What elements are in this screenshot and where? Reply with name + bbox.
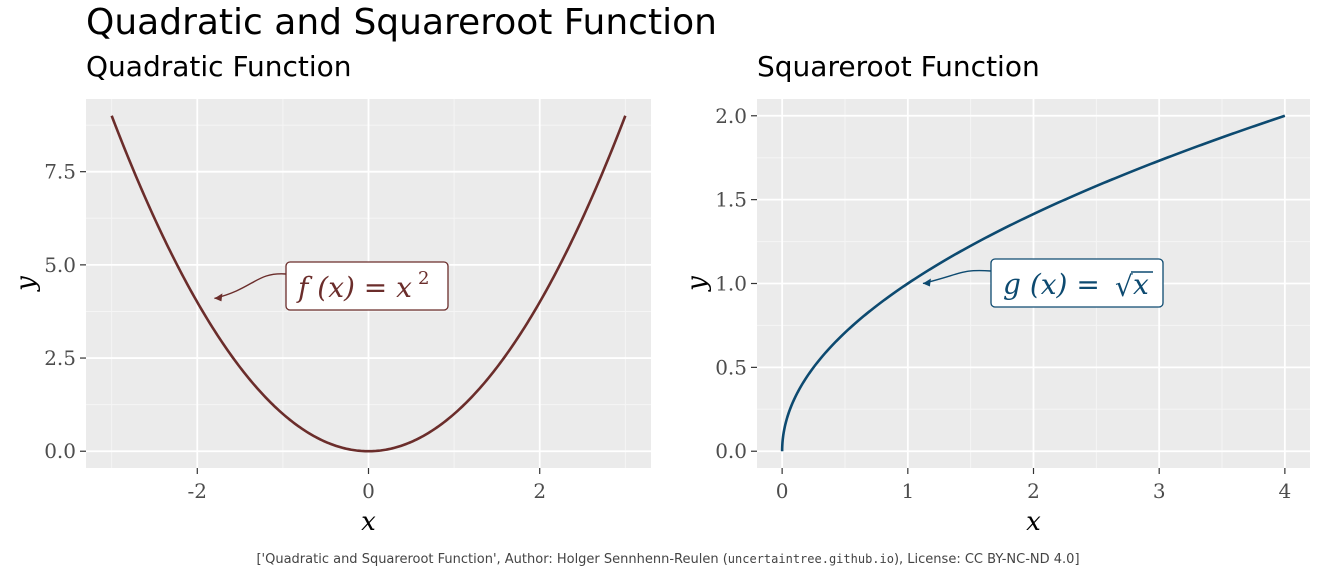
x-tick-label: 4 [1278, 479, 1291, 503]
annotation-box [285, 261, 449, 311]
y-tick-label: 2.0 [715, 104, 747, 128]
annotation-label: g (x) = [1003, 268, 1100, 301]
x-axis-label: x [361, 507, 376, 537]
x-tick-label: 0 [776, 479, 789, 503]
annotation-arrowhead [214, 293, 223, 302]
y-axis-label: y [682, 276, 712, 292]
x-tick-label: 2 [1027, 479, 1040, 503]
series-line [110, 115, 627, 453]
annotation-arrow [214, 273, 287, 300]
annotation-arrow [922, 269, 992, 285]
y-tick-label: 1.0 [715, 272, 747, 296]
y-tick-label: 0.0 [44, 439, 76, 463]
panel-title-quadratic: Quadratic Function [86, 50, 352, 83]
annotation-radicand: x [1133, 268, 1149, 301]
page-title: Quadratic and Squareroot Function [86, 2, 717, 43]
y-tick-label: 0.5 [715, 355, 747, 379]
caption-url: uncertaintree.github.io [727, 552, 894, 566]
x-tick-label: 3 [1153, 479, 1166, 503]
panel-title-squareroot: Squareroot Function [757, 50, 1040, 83]
annotation-radical: √ [1115, 270, 1133, 303]
x-axis-label: x [1026, 507, 1041, 537]
x-tick-label: 1 [901, 479, 914, 503]
y-tick-label: 2.5 [44, 346, 76, 370]
y-tick-label: 5.0 [44, 253, 76, 277]
annotation-arrowhead [922, 278, 931, 287]
x-tick-label: 0 [362, 479, 375, 503]
chart-figure: -2 0 2 0.0 2.5 5.0 7.5 x y f (x) = x 2 0 1 2 3 4 0.0 0.5 1… [11, 99, 1310, 537]
panel-1: 0 1 2 3 40.00.51.01.52.0xy g (x) = √ x [682, 99, 1310, 537]
annotation-box [990, 258, 1164, 308]
annotation-label: f (x) = x [296, 271, 412, 304]
panel-0: -2 0 2 0.0 2.5 5.0 7.5 x y f (x) = x 2 [11, 99, 651, 537]
caption-text-start: ['Quadratic and Squareroot Function', Au… [256, 552, 728, 567]
annotation-superscript: 2 [418, 268, 429, 289]
x-tick-label: 2 [533, 479, 546, 503]
caption-text-end: ), License: CC BY-NC-ND 4.0] [893, 552, 1080, 567]
y-tick-label: 7.5 [44, 160, 76, 184]
y-tick-label: 0.0 [715, 439, 747, 463]
series-line [780, 114, 1286, 452]
y-axis-label: y [11, 276, 41, 292]
x-tick-label: -2 [188, 479, 207, 503]
caption: ['Quadratic and Squareroot Function', Au… [0, 552, 1336, 567]
y-tick-label: 1.5 [715, 188, 747, 212]
